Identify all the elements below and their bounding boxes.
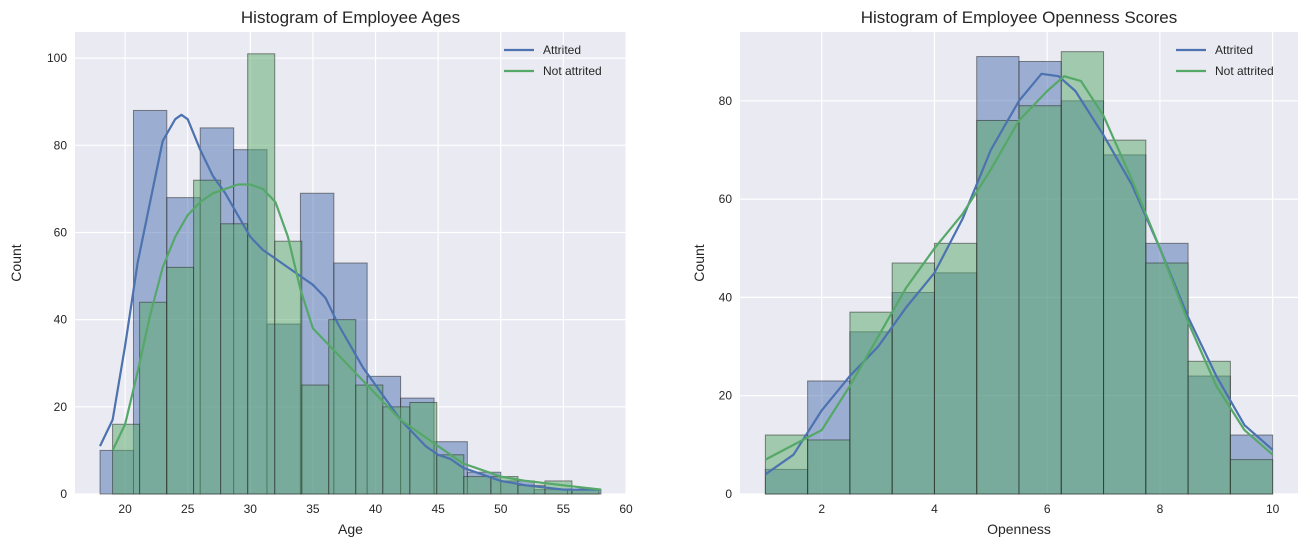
x-tick-label: 40 xyxy=(369,502,383,516)
y-tick-label: 60 xyxy=(54,225,68,239)
x-tick-label: 55 xyxy=(557,502,571,516)
x-tick-label: 50 xyxy=(494,502,508,516)
chart-title: Histogram of Employee Openness Scores xyxy=(861,8,1178,27)
x-tick-label: 60 xyxy=(619,502,633,516)
x-axis-label: Age xyxy=(338,521,363,537)
histogram-bar-not-attrited xyxy=(355,384,384,495)
histogram-bar-not-attrited xyxy=(274,240,303,495)
y-tick-label: 40 xyxy=(54,313,68,327)
y-tick-label: 20 xyxy=(54,400,68,414)
histogram-bar-not-attrited xyxy=(807,439,851,495)
histogram-bar-not-attrited xyxy=(193,179,222,495)
y-tick-label: 0 xyxy=(725,487,732,501)
x-tick-label: 6 xyxy=(1044,502,1051,516)
y-tick-label: 80 xyxy=(719,94,733,108)
kde-line-not-attrited xyxy=(111,183,602,491)
histogram-bar-not-attrited xyxy=(409,401,438,495)
histogram-bar-not-attrited xyxy=(463,476,492,495)
histogram-bar-not-attrited xyxy=(1187,360,1231,495)
y-tick-label: 20 xyxy=(719,389,733,403)
y-tick-label: 0 xyxy=(60,487,67,501)
histogram-bar-not-attrited xyxy=(1229,459,1274,495)
y-tick-label: 60 xyxy=(719,192,733,206)
legend: Attrited Not attrited xyxy=(1176,43,1274,78)
legend-label-attrited: Attrited xyxy=(543,43,581,57)
histogram-bar-not-attrited xyxy=(301,384,330,495)
chart-panel-2: 2 4 6 8 10 0 20 40 60 80 Openness Count Histogram of… xyxy=(691,8,1298,537)
x-tick-label: 25 xyxy=(181,502,195,516)
histogram-bar-not-attrited xyxy=(1018,105,1062,495)
histogram-bar-not-attrited xyxy=(382,406,411,495)
x-tick-label: 2 xyxy=(818,502,825,516)
kde-line-not-attrited xyxy=(764,75,1274,461)
histogram-bar-not-attrited xyxy=(1145,262,1189,495)
y-tick-label: 40 xyxy=(719,290,733,304)
histogram-bar-not-attrited xyxy=(112,423,141,495)
x-axis-label: Openness xyxy=(987,521,1051,537)
x-tick-label: 10 xyxy=(1266,502,1280,516)
x-tick-label: 4 xyxy=(931,502,938,516)
legend-label-attrited: Attrited xyxy=(1215,43,1253,57)
histogram-bar-not-attrited xyxy=(849,311,893,495)
legend-label-not-attrited: Not attrited xyxy=(1215,64,1274,78)
x-tick-label: 30 xyxy=(244,502,258,516)
legend-label-not-attrited: Not attrited xyxy=(543,64,602,78)
legend: Attrited Not attrited xyxy=(504,43,602,78)
y-axis-label: Count xyxy=(8,244,24,281)
histogram-bar-not-attrited xyxy=(1103,139,1147,495)
x-tick-label: 8 xyxy=(1157,502,1164,516)
chart-panel-1: 20 25 30 35 40 45 50 55 60 0 20 40 60 80 100 Age Count Hi… xyxy=(8,8,633,537)
x-tick-label: 35 xyxy=(306,502,320,516)
x-tick-label: 20 xyxy=(118,502,132,516)
y-tick-label: 100 xyxy=(47,51,67,65)
histogram-bar-not-attrited xyxy=(166,266,195,495)
histogram-bar-not-attrited xyxy=(247,53,276,495)
kde-line-attrited xyxy=(764,72,1274,476)
kde-line-attrited xyxy=(99,113,601,491)
x-tick-label: 45 xyxy=(431,502,445,516)
y-axis-label: Count xyxy=(691,244,707,281)
y-tick-label: 80 xyxy=(54,138,68,152)
histogram-bar-not-attrited xyxy=(764,434,809,495)
chart-title: Histogram of Employee Ages xyxy=(241,8,460,27)
histogram-bar-not-attrited xyxy=(139,301,168,495)
histogram-bar-not-attrited xyxy=(976,119,1020,495)
histogram-bar-not-attrited xyxy=(1060,51,1105,495)
histogram-bar-not-attrited xyxy=(220,223,249,495)
histogram-bar-not-attrited xyxy=(933,242,978,495)
